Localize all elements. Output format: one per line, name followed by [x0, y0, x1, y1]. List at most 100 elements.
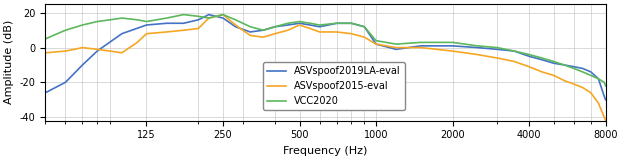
ASVspoof2019LA-eval — [180, 22, 187, 24]
ASVspoof2019LA-eval — [93, 50, 101, 52]
VCC2020 — [180, 14, 187, 16]
VCC2020 — [93, 21, 101, 23]
ASVspoof2019LA-eval — [570, 66, 578, 68]
VCC2020 — [373, 40, 380, 42]
ASVspoof2019LA-eval — [595, 78, 602, 80]
ASVspoof2019LA-eval — [259, 29, 267, 31]
ASVspoof2019LA-eval — [560, 64, 568, 66]
ASVspoof2019LA-eval — [579, 68, 587, 69]
ASVspoof2015-eval — [180, 29, 187, 31]
VCC2020 — [494, 47, 501, 48]
VCC2020 — [538, 57, 545, 59]
ASVspoof2015-eval — [79, 47, 86, 48]
ASVspoof2019LA-eval — [602, 99, 610, 101]
VCC2020 — [259, 29, 267, 31]
VCC2020 — [205, 17, 213, 19]
VCC2020 — [602, 85, 610, 87]
ASVspoof2019LA-eval — [587, 71, 595, 73]
ASVspoof2019LA-eval — [142, 24, 150, 26]
ASVspoof2015-eval — [373, 43, 380, 45]
ASVspoof2019LA-eval — [600, 95, 608, 97]
X-axis label: Frequency (Hz): Frequency (Hz) — [283, 146, 368, 156]
VCC2020 — [392, 43, 400, 45]
VCC2020 — [473, 45, 481, 47]
VCC2020 — [42, 38, 49, 40]
ASVspoof2015-eval — [587, 92, 595, 94]
ASVspoof2015-eval — [106, 50, 114, 52]
ASVspoof2019LA-eval — [361, 26, 368, 28]
VCC2020 — [511, 50, 518, 52]
VCC2020 — [361, 26, 368, 28]
ASVspoof2019LA-eval — [526, 55, 533, 57]
ASVspoof2019LA-eval — [62, 81, 69, 83]
ASVspoof2019LA-eval — [473, 47, 481, 48]
VCC2020 — [62, 29, 69, 31]
ASVspoof2019LA-eval — [348, 22, 355, 24]
ASVspoof2019LA-eval — [538, 59, 545, 61]
ASVspoof2015-eval — [70, 48, 78, 50]
Line: ASVspoof2019LA-eval: ASVspoof2019LA-eval — [45, 15, 606, 100]
ASVspoof2019LA-eval — [271, 26, 279, 28]
ASVspoof2015-eval — [259, 36, 267, 38]
VCC2020 — [570, 68, 578, 69]
ASVspoof2019LA-eval — [284, 24, 292, 26]
ASVspoof2015-eval — [361, 36, 368, 38]
VCC2020 — [195, 15, 202, 17]
ASVspoof2015-eval — [93, 48, 101, 50]
VCC2020 — [550, 60, 557, 62]
VCC2020 — [106, 19, 114, 21]
ASVspoof2015-eval — [526, 66, 533, 68]
ASVspoof2015-eval — [538, 71, 545, 73]
ASVspoof2015-eval — [134, 41, 141, 43]
ASVspoof2015-eval — [560, 80, 568, 82]
VCC2020 — [595, 78, 602, 80]
VCC2020 — [306, 22, 313, 24]
ASVspoof2019LA-eval — [333, 22, 340, 24]
VCC2020 — [333, 22, 340, 24]
ASVspoof2019LA-eval — [373, 43, 380, 45]
ASVspoof2019LA-eval — [392, 48, 400, 50]
ASVspoof2019LA-eval — [296, 22, 304, 24]
ASVspoof2015-eval — [163, 31, 170, 33]
ASVspoof2015-eval — [333, 31, 340, 33]
ASVspoof2015-eval — [284, 29, 292, 31]
VCC2020 — [232, 19, 239, 21]
ASVspoof2019LA-eval — [220, 17, 227, 19]
VCC2020 — [449, 41, 457, 43]
VCC2020 — [316, 24, 323, 26]
ASVspoof2015-eval — [316, 31, 323, 33]
ASVspoof2015-eval — [473, 54, 481, 56]
ASVspoof2015-eval — [205, 17, 213, 19]
ASVspoof2015-eval — [220, 14, 227, 16]
ASVspoof2015-eval — [195, 28, 202, 29]
VCC2020 — [526, 54, 533, 56]
VCC2020 — [79, 24, 86, 26]
ASVspoof2015-eval — [142, 33, 150, 35]
ASVspoof2015-eval — [348, 33, 355, 35]
ASVspoof2015-eval — [296, 24, 304, 26]
ASVspoof2015-eval — [62, 50, 69, 52]
VCC2020 — [134, 19, 141, 21]
VCC2020 — [271, 26, 279, 28]
ASVspoof2019LA-eval — [246, 31, 254, 33]
ASVspoof2015-eval — [494, 57, 501, 59]
ASVspoof2015-eval — [306, 28, 313, 29]
VCC2020 — [284, 22, 292, 24]
Legend: ASVspoof2019LA-eval, ASVspoof2015-eval, VCC2020: ASVspoof2019LA-eval, ASVspoof2015-eval, … — [263, 62, 405, 110]
ASVspoof2019LA-eval — [494, 48, 501, 50]
VCC2020 — [118, 17, 126, 19]
VCC2020 — [163, 17, 170, 19]
ASVspoof2015-eval — [42, 52, 49, 54]
ASVspoof2015-eval — [600, 116, 608, 118]
ASVspoof2015-eval — [449, 50, 457, 52]
VCC2020 — [417, 41, 425, 43]
ASVspoof2015-eval — [246, 34, 254, 36]
ASVspoof2015-eval — [602, 120, 610, 121]
Line: ASVspoof2015-eval: ASVspoof2015-eval — [45, 15, 606, 120]
ASVspoof2019LA-eval — [511, 50, 518, 52]
ASVspoof2019LA-eval — [316, 26, 323, 28]
ASVspoof2015-eval — [579, 87, 587, 88]
ASVspoof2015-eval — [417, 47, 425, 48]
ASVspoof2015-eval — [550, 74, 557, 76]
VCC2020 — [348, 22, 355, 24]
